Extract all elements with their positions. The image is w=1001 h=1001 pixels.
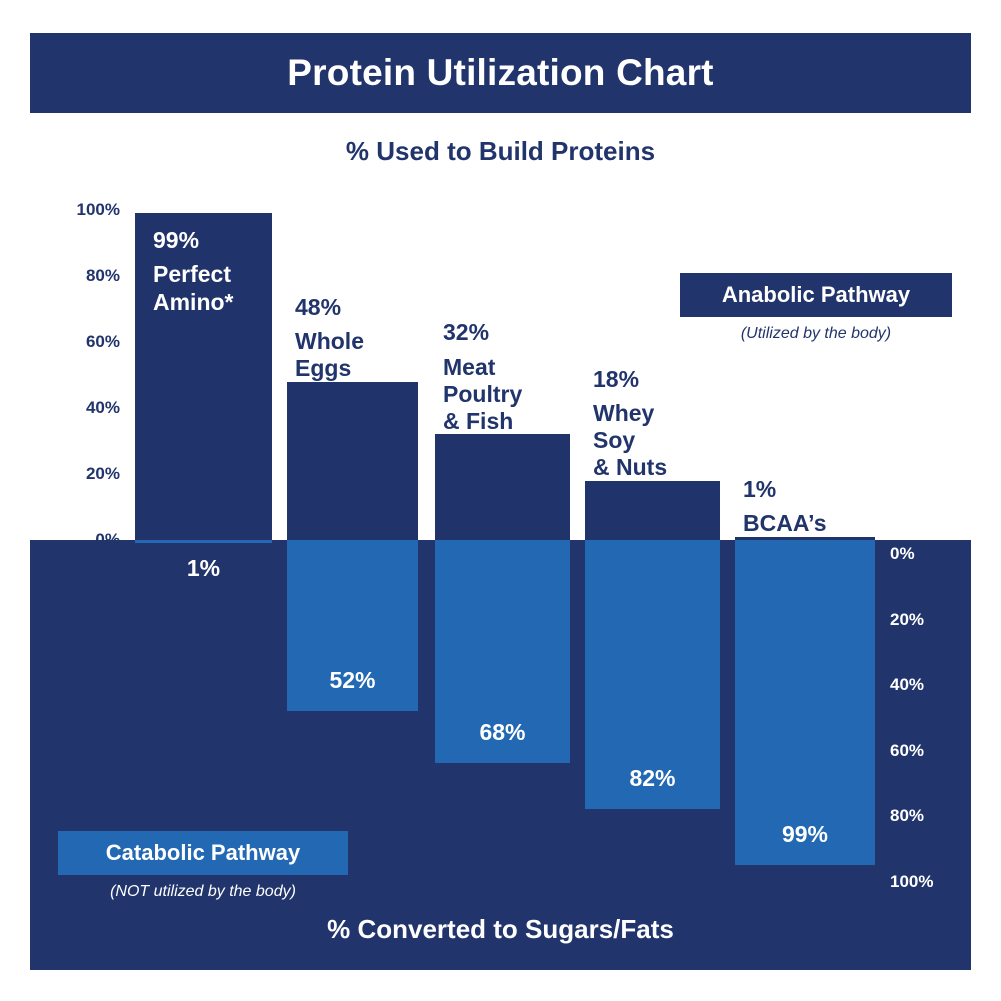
bar-caption: 1% BCAA’s [743,476,827,537]
bars-layer: 99% Perfect Amino* 1% 48% Whole Eggs 52% 32% Meat… [30,113,971,970]
bar-value-down: 68% [479,719,526,746]
plot-area: % Used to Build Proteins % Converted to … [30,113,971,970]
bar-group[interactable]: 48% Whole Eggs 52% [287,113,418,970]
bar-anabolic[interactable] [735,536,875,540]
bar-catabolic[interactable] [735,540,875,865]
bar-label: & Fish [443,407,514,434]
protein-utilization-chart: Protein Utilization Chart % Used to Buil… [30,33,971,970]
bar-label: Perfect [153,261,231,288]
bar-caption: 32% Meat Poultry & Fish [443,319,522,435]
chart-title-band: Protein Utilization Chart [30,33,971,113]
bar-value-up: 32% [443,319,490,346]
bar-catabolic[interactable] [287,540,418,711]
right-axis-tick: 20% [890,609,925,629]
legend-anabolic: Anabolic Pathway (Utilized by the body) [680,273,952,343]
bar-value-down: 52% [329,666,376,693]
bar-value-up: 1% [743,475,777,502]
left-axis-tick: 80% [85,266,120,285]
top-axis-title: % Used to Build Proteins [345,136,656,166]
right-axis: 0% 20% 40% 60% 80% 100% [890,540,970,902]
bar-anabolic[interactable] [435,434,570,540]
left-axis-tick: 20% [85,464,120,483]
bar-caption: 18% Whey Soy & Nuts [593,366,667,482]
left-axis: 100% 80% 60% 40% 20% 0% [50,113,120,549]
bar-caption: 99% Perfect Amino* [153,227,234,315]
bottom-axis-title: % Converted to Sugars/Fats [327,914,674,944]
bar-label: Soy [593,426,636,453]
bar-value-up: 48% [295,293,342,320]
bar-label: & Nuts [593,453,668,480]
left-axis-tick: 0% [95,530,120,549]
chart-title: Protein Utilization Chart [287,52,714,93]
right-axis-tick: 80% [890,806,925,826]
legend-anabolic-note: (Utilized by the body) [740,325,892,342]
bar-group[interactable]: 18% Whey Soy & Nuts 82% [585,113,720,970]
bar-label: BCAA’s [743,509,827,536]
bar-caption: 48% Whole Eggs [295,294,364,382]
right-axis-tick: 60% [890,740,925,760]
bar-value-up: 99% [153,227,200,254]
right-axis-tick: 100% [890,872,934,891]
bar-anabolic[interactable] [287,381,418,540]
bar-label: Meat [443,353,496,380]
bar-catabolic[interactable] [435,540,570,764]
left-axis-tick: 100% [76,200,120,219]
bar-label: Whey [593,399,655,426]
bar-group[interactable]: 32% Meat Poultry & Fish 68% [435,113,570,970]
left-axis-tick: 40% [85,398,120,417]
right-axis-tick: 0% [890,544,915,563]
legend-anabolic-label: Anabolic Pathway [680,273,952,317]
bar-anabolic[interactable] [135,213,272,540]
right-axis-tick: 40% [890,675,925,695]
bar-value-up: 18% [593,365,640,392]
left-axis-tick: 60% [85,332,120,351]
bar-value-down: 1% [186,555,221,582]
bar-catabolic[interactable] [135,540,272,544]
bar-label: Eggs [295,354,352,381]
bar-catabolic[interactable] [585,540,720,809]
legend-catabolic-label: Catabolic Pathway [58,831,348,875]
bar-group[interactable]: 1% BCAA’s 99% [735,113,875,970]
legend-catabolic: Catabolic Pathway (NOT utilized by the b… [58,831,348,901]
legend-catabolic-note: (NOT utilized by the body) [110,883,296,900]
bar-label: Amino* [153,288,234,315]
bar-anabolic[interactable] [585,480,720,540]
bar-value-down: 82% [629,764,676,791]
bar-value-down: 99% [781,820,829,847]
bar-group[interactable]: 99% Perfect Amino* 1% [135,113,272,970]
bar-label: Whole [295,327,364,354]
bar-label: Poultry [443,380,523,407]
